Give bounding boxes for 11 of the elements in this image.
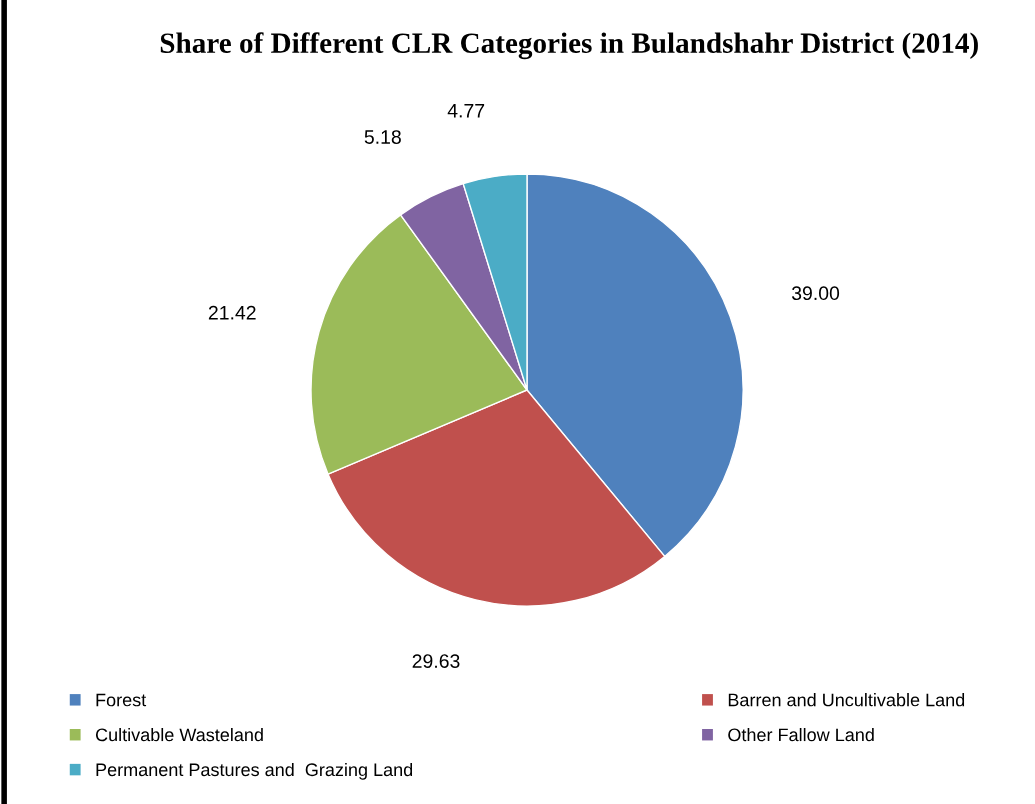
data-label: 21.42 — [208, 305, 256, 320]
data-label: 39.00 — [791, 286, 840, 301]
legend-label: Permanent Pastures and Grazing Land — [96, 762, 413, 780]
data-label: 29.63 — [412, 654, 460, 668]
legend-label: Other Fallow Land — [728, 727, 874, 742]
chart-title: Share of Different CLR Categories in Bulandshahr District (2014) — [160, 32, 978, 60]
data-label: 5.18 — [364, 130, 401, 144]
data-label: 4.77 — [447, 104, 485, 118]
legend-label: Cultivable Wasteland — [95, 727, 263, 742]
legend-label: Forest — [96, 693, 147, 707]
legend-label: Barren and Uncultivable Land — [728, 693, 965, 707]
